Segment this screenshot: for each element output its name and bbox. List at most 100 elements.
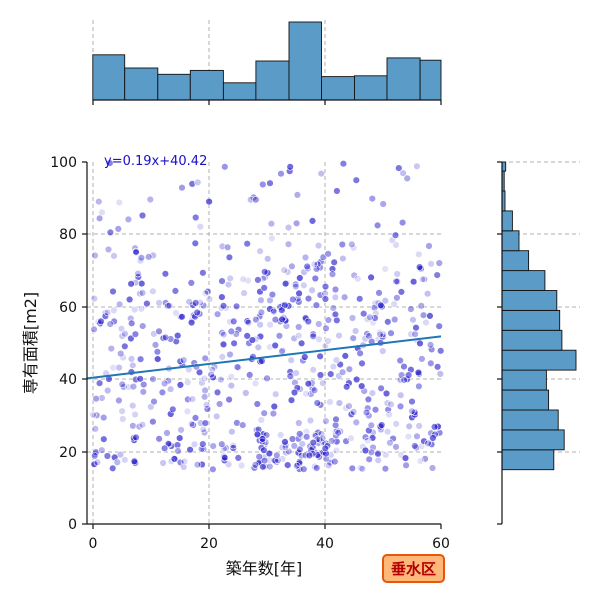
scatter-point-279 (103, 386, 112, 395)
scatter-point-395 (316, 352, 324, 360)
scatter-point-323 (107, 344, 116, 353)
scatter-point-118 (233, 419, 241, 427)
scatter-point-527 (330, 258, 338, 266)
scatter-point-448 (130, 306, 139, 314)
scatter-point-497 (91, 251, 99, 260)
scatter-point-59 (176, 434, 184, 442)
scatter-point-219 (129, 361, 137, 369)
scatter-point-301 (404, 371, 413, 379)
scatter-point-706 (303, 262, 311, 271)
scatter-point-392 (151, 341, 160, 349)
scatter-point-133 (415, 422, 423, 430)
scatter-point-229 (338, 368, 347, 376)
scatter-point-403 (234, 325, 243, 334)
scatter-point-318 (271, 315, 280, 324)
scatter-point-552 (205, 295, 214, 303)
scatter-point-636 (331, 457, 339, 466)
scatter-point-157 (199, 425, 208, 434)
scatter-point-400 (301, 353, 309, 361)
scatter-point-506 (161, 270, 170, 278)
top-hist-bar-3 (189, 69, 224, 101)
scatter-point-457 (172, 309, 180, 317)
scatter-point-567 (132, 248, 140, 257)
scatter-point-225 (217, 375, 225, 384)
top-hist-bar-2 (157, 73, 191, 101)
district-badge-label: 垂水区 (391, 560, 436, 578)
scatter-point-431 (412, 324, 420, 332)
scatter-point-573 (138, 289, 147, 297)
scatter-point-444 (226, 350, 234, 359)
scatter-point-695 (266, 305, 274, 313)
scatter-point-596 (413, 162, 421, 171)
scatter-point-574 (340, 293, 349, 301)
scatter-point-709 (295, 289, 303, 298)
scatter-point-18 (222, 444, 230, 452)
right-hist-bar-9 (501, 270, 546, 291)
scatter-point-98 (170, 455, 179, 463)
scatter-points (89, 159, 445, 473)
scatter-point-641 (303, 433, 311, 441)
top-hist-bar-5 (255, 60, 290, 101)
top-hist-bar-1 (124, 67, 159, 101)
scatter-point-344 (335, 331, 343, 340)
scatter-point-278 (387, 400, 395, 409)
scatter-point-93 (129, 422, 137, 430)
scatter-point-114 (411, 442, 419, 450)
scatter-point-470 (435, 322, 443, 330)
scatter-point-378 (117, 325, 126, 333)
scatter-point-17 (228, 428, 236, 436)
scatter-point-52 (209, 465, 217, 473)
scatter-point-221 (358, 382, 366, 390)
scatter-point-250 (292, 369, 300, 377)
scatter-point-267 (183, 407, 192, 416)
xtick-label-20: 20 (200, 536, 218, 552)
scatter-point-223 (118, 407, 126, 415)
scatter-point-84 (201, 419, 210, 427)
scatter-point-661 (296, 445, 304, 454)
scatter-point-563 (191, 239, 200, 248)
scatter-point-612 (138, 211, 147, 220)
scatter-point-447 (257, 296, 265, 304)
scatter-point-398 (396, 356, 404, 365)
scatter-point-69 (413, 432, 421, 440)
scatter-point-175 (98, 394, 106, 402)
scatter-point-491 (187, 279, 196, 287)
scatter-point-443 (309, 332, 317, 340)
scatter-point-172 (195, 368, 204, 376)
scatter-point-560 (314, 241, 323, 250)
scatter-point-516 (136, 257, 145, 265)
right-hist-bar-3 (501, 389, 550, 411)
scatter-point-81 (420, 437, 428, 445)
scatter-point-10 (374, 456, 382, 464)
scatter-point-474 (213, 310, 222, 318)
scatter-point-179 (371, 406, 380, 414)
scatter-point-547 (104, 245, 113, 254)
scatter-point-287 (188, 395, 197, 403)
scatter-point-595 (192, 213, 200, 222)
scatter-point-498 (316, 291, 325, 299)
scatter-point-496 (367, 273, 375, 282)
scatter-point-603 (247, 196, 255, 204)
scatter-point-723 (260, 284, 268, 292)
scatter-point-27 (421, 455, 429, 463)
top-hist-bar-10 (419, 59, 442, 101)
scatter-point-731 (278, 315, 286, 323)
scatter-point-304 (287, 396, 296, 404)
scatter-point-251 (329, 363, 338, 371)
scatter-point-575 (397, 288, 406, 296)
scatter-point-122 (121, 456, 129, 464)
scatter-point-691 (313, 464, 321, 472)
scatter-point-322 (309, 330, 317, 338)
scatter-point-458 (333, 316, 341, 324)
scatter-point-351 (218, 353, 227, 361)
scatter-point-436 (426, 312, 434, 320)
scatter-point-728 (292, 282, 300, 291)
scatter-point-347 (121, 342, 129, 350)
scatter-point-490 (90, 294, 99, 303)
scatter-point-162 (416, 457, 425, 465)
district-badge-box (382, 554, 445, 583)
scatter-point-153 (220, 453, 229, 462)
scatter-point-307 (201, 386, 209, 395)
scatter-point-690 (266, 462, 274, 471)
scatter-point-594 (95, 214, 104, 223)
